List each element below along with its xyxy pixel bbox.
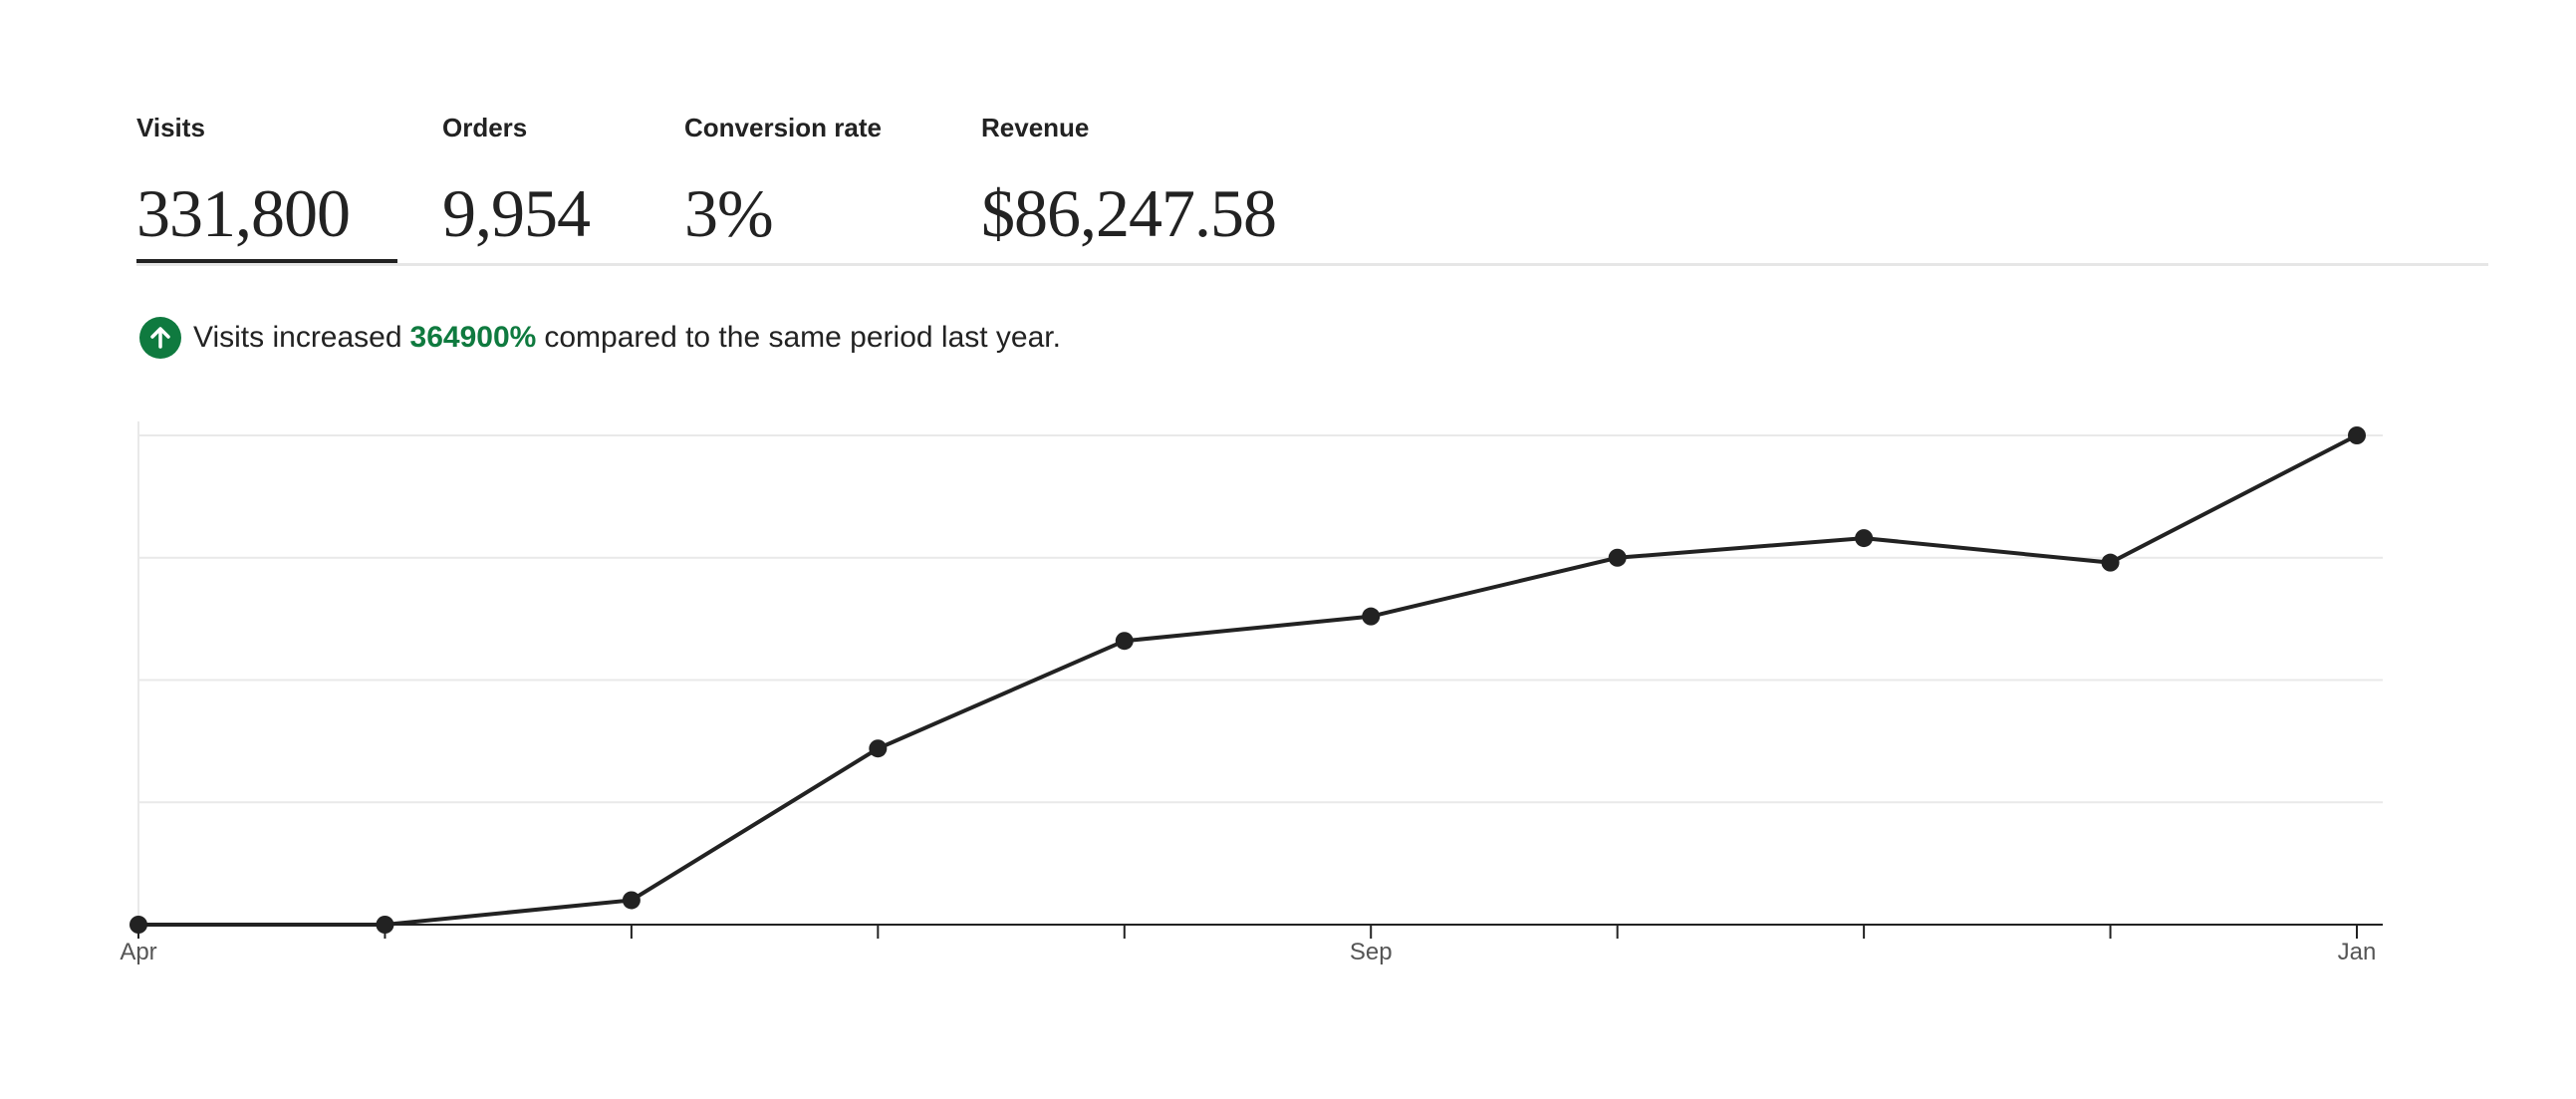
tab-visits[interactable]: Visits 331,800 <box>136 108 397 264</box>
x-tick-label: Jan <box>2338 939 2377 965</box>
tab-conversion-rate[interactable]: Conversion rate 3% <box>684 108 882 253</box>
data-point[interactable] <box>622 891 641 910</box>
data-point[interactable] <box>1608 548 1627 567</box>
tabs-divider <box>136 263 2488 266</box>
tab-orders-label: Orders <box>442 113 528 142</box>
active-tab-underline <box>136 259 397 264</box>
data-point[interactable] <box>2348 426 2366 444</box>
data-point[interactable] <box>1855 529 1874 548</box>
metric-tabs: Visits 331,800 Orders 9,954 Conversion r… <box>136 108 2488 267</box>
data-point[interactable] <box>1362 607 1381 626</box>
data-point[interactable] <box>2101 553 2120 572</box>
visits-summary: Visits increased 364900% compared to the… <box>139 315 1061 361</box>
chart-x-axis: Apr Sep Jan <box>120 924 2383 965</box>
arrow-up-icon <box>139 317 181 359</box>
chart-points <box>129 426 2366 934</box>
tab-orders[interactable]: Orders 9,954 <box>442 108 591 253</box>
tab-visits-label: Visits <box>136 113 205 142</box>
chart-series <box>138 433 2358 927</box>
tab-conversion-rate-value: 3% <box>684 175 774 251</box>
tab-revenue-label: Revenue <box>981 113 1090 142</box>
tab-revenue-value: $86,247.58 <box>981 175 1277 251</box>
tab-conversion-rate-label: Conversion rate <box>684 113 882 142</box>
data-point[interactable] <box>376 916 394 934</box>
x-tick-label: Apr <box>120 939 156 965</box>
x-tick-label: Sep <box>1350 939 1393 965</box>
summary-suffix: compared to the same period last year. <box>544 321 1061 354</box>
data-point[interactable] <box>1115 632 1134 651</box>
summary-percent: 364900% <box>409 321 537 354</box>
tab-visits-value: 331,800 <box>136 175 351 251</box>
data-point[interactable] <box>869 739 888 758</box>
series-line <box>138 433 2358 927</box>
data-point[interactable] <box>129 916 147 934</box>
tab-orders-value: 9,954 <box>442 175 591 251</box>
chart-gridlines <box>137 421 2383 925</box>
summary-prefix: Visits increased <box>193 321 402 354</box>
tab-revenue[interactable]: Revenue $86,247.58 <box>981 108 1277 253</box>
